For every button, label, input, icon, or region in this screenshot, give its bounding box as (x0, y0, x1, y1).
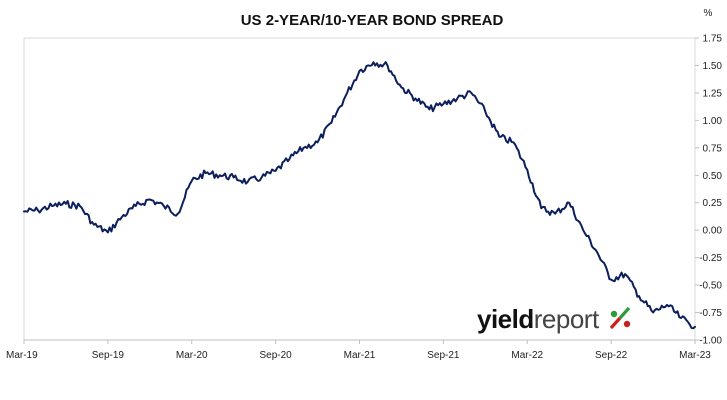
plot-area-border (23, 37, 696, 341)
logo-report: report (534, 304, 600, 334)
y-tick-label: -0.75 (699, 308, 722, 319)
x-tick-label: Mar-19 (6, 350, 38, 361)
y-tick-label: 1.25 (703, 88, 723, 99)
chart-title: US 2-YEAR/10-YEAR BOND SPREAD (241, 12, 504, 29)
x-tick-label: Sep-20 (260, 350, 293, 361)
y-tick-label: -0.50 (699, 281, 722, 292)
y-axis-unit-label: % (704, 8, 713, 19)
logo-percent-text: % (0, 0, 1, 1)
logo-wordmark: yieldreport (477, 304, 600, 334)
yieldreport-logo: yieldreport % (0, 0, 631, 334)
y-tick-label: -1.00 (699, 336, 722, 347)
x-tick-label: Mar-23 (679, 350, 711, 361)
x-tick-label: Mar-22 (511, 350, 543, 361)
x-tick-label: Mar-20 (176, 350, 208, 361)
logo-percent-icon: % (0, 0, 631, 330)
y-tick-label: 0.25 (703, 198, 723, 209)
x-axis-ticks: Mar-19 Sep-19 Mar-20 Sep-20 Mar-21 Sep-21 Mar-… (6, 340, 711, 361)
spread-series-line (23, 61, 696, 330)
x-tick-label: Sep-21 (427, 350, 460, 361)
y-tick-label: -0.25 (699, 253, 722, 264)
logo-percent-slash-bottom (609, 316, 622, 330)
x-tick-label: Sep-22 (595, 350, 628, 361)
x-tick-label: Sep-19 (92, 350, 125, 361)
y-tick-label: 1.50 (703, 61, 723, 72)
y-tick-label: 1.00 (703, 116, 723, 127)
y-tick-label: 1.75 (703, 34, 723, 45)
logo-yield: yield (477, 304, 534, 334)
logo-percent-slash-top (618, 306, 631, 320)
logo-percent-dot-top (610, 310, 618, 318)
logo-percent-dot-bottom (623, 320, 631, 328)
y-tick-label: 0.50 (703, 171, 723, 182)
y-axis-ticks: 1.75 1.50 1.25 1.00 0.75 0.50 0.25 0.00 -0.25 -0.… (695, 34, 722, 347)
y-tick-label: 0.75 (703, 143, 723, 154)
y-tick-label: 0.00 (703, 226, 723, 237)
x-tick-label: Mar-21 (344, 350, 376, 361)
